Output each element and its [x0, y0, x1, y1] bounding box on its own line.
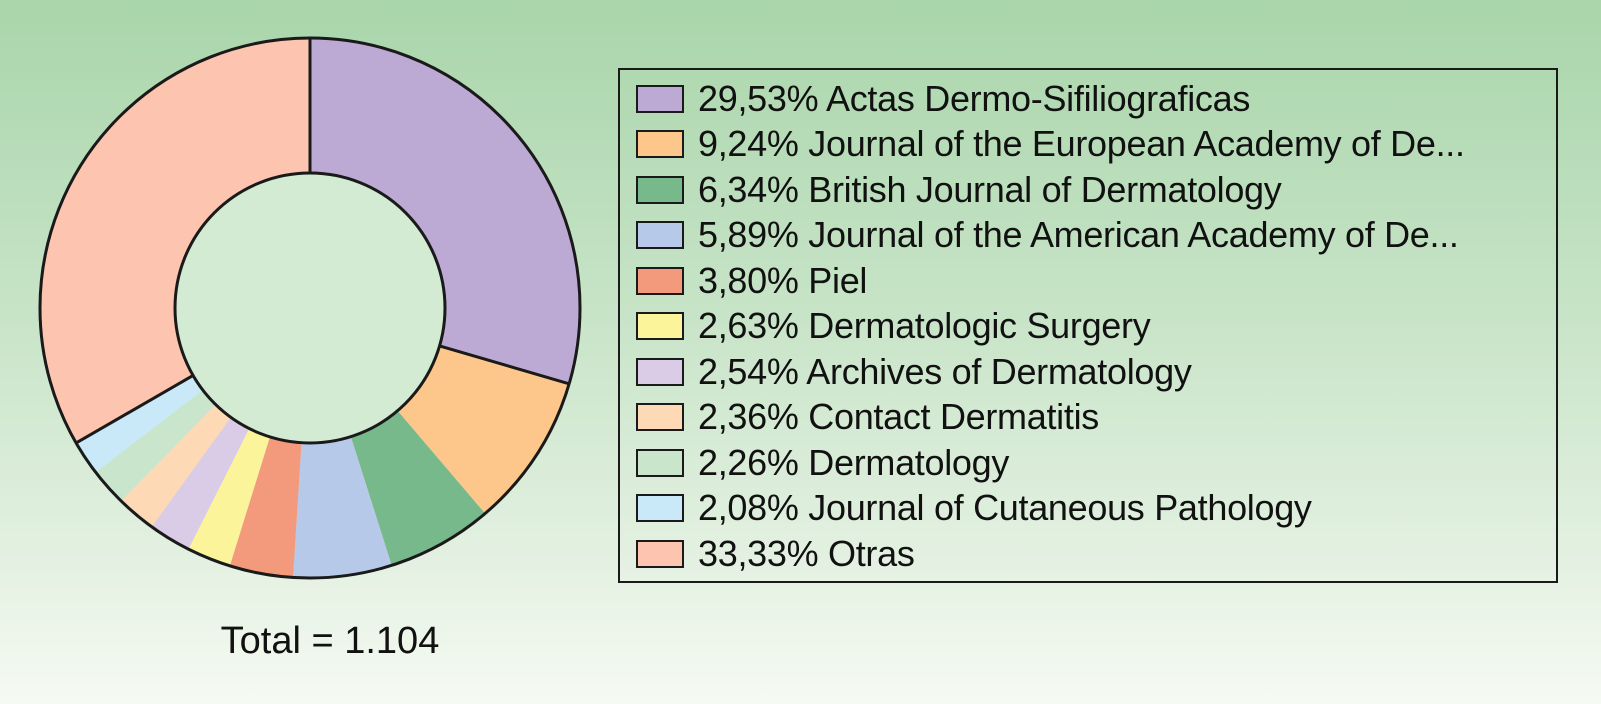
donut-slice-9: [76, 375, 203, 473]
legend-label: 2,08% Journal of Cutaneous Pathology: [698, 487, 1312, 529]
legend-item: 33,33% Otras: [636, 531, 1556, 577]
legend-label: 2,36% Contact Dermatitis: [698, 396, 1099, 438]
slice-divider-1: [439, 344, 570, 386]
donut-slice-8: [95, 390, 216, 501]
donut-slice-6: [151, 417, 250, 550]
legend-label: 2,54% Archives of Dermatology: [698, 350, 1192, 392]
legend-item: 2,08% Journal of Cutaneous Pathology: [636, 486, 1556, 532]
donut-slice-7: [121, 404, 231, 527]
legend-label: 9,24% Journal of the European Academy of…: [698, 123, 1465, 165]
legend-swatch: [636, 494, 684, 523]
legend-swatch: [636, 266, 684, 295]
legend-label: 2,63% Dermatologic Surgery: [698, 305, 1151, 347]
slice-divider-2: [75, 374, 194, 445]
total-label: Total = 1.104: [220, 620, 440, 662]
donut-hole: [173, 171, 447, 445]
legend-swatch: [636, 84, 684, 113]
legend-swatch: [636, 403, 684, 432]
legend-label: 6,34% British Journal of Dermatology: [698, 168, 1282, 210]
legend-swatch: [636, 539, 684, 568]
legend-item: 2,26% Dermatology: [636, 440, 1556, 486]
donut-slices: [38, 36, 582, 580]
legend-swatch: [636, 130, 684, 159]
donut-slice-3: [293, 436, 392, 578]
legend-item: 6,34% British Journal of Dermatology: [636, 167, 1556, 213]
legend-item: 3,80% Piel: [636, 258, 1556, 304]
donut-slice-1: [397, 345, 570, 514]
legend: 29,53% Actas Dermo-Sifiliograficas 9,24% …: [618, 68, 1558, 583]
legend-item: 2,63% Dermatologic Surgery: [636, 304, 1556, 350]
legend-swatch: [636, 312, 684, 341]
legend-swatch: [636, 448, 684, 477]
legend-item: 29,53% Actas Dermo-Sifiliograficas: [636, 76, 1556, 122]
legend-item: 2,36% Contact Dermatitis: [636, 395, 1556, 441]
legend-item: 2,54% Archives of Dermatology: [636, 349, 1556, 395]
legend-swatch: [636, 357, 684, 386]
legend-item: 5,89% Journal of the American Academy of…: [636, 213, 1556, 259]
donut-slice-5: [188, 428, 270, 566]
donut-chart: [38, 36, 582, 580]
legend-item: 9,24% Journal of the European Academy of…: [636, 122, 1556, 168]
legend-swatch: [636, 175, 684, 204]
legend-swatch: [636, 221, 684, 250]
donut-slice-10: [39, 38, 310, 443]
legend-label: 29,53% Actas Dermo-Sifiliograficas: [698, 77, 1251, 119]
legend-label: 33,33% Otras: [698, 532, 915, 574]
donut-slice-4: [229, 436, 302, 578]
legend-label: 5,89% Journal of the American Academy of…: [698, 214, 1459, 256]
donut-slice-2: [350, 410, 486, 566]
donut-slice-0: [310, 38, 580, 384]
legend-label: 2,26% Dermatology: [698, 441, 1010, 483]
legend-label: 3,80% Piel: [698, 259, 868, 301]
